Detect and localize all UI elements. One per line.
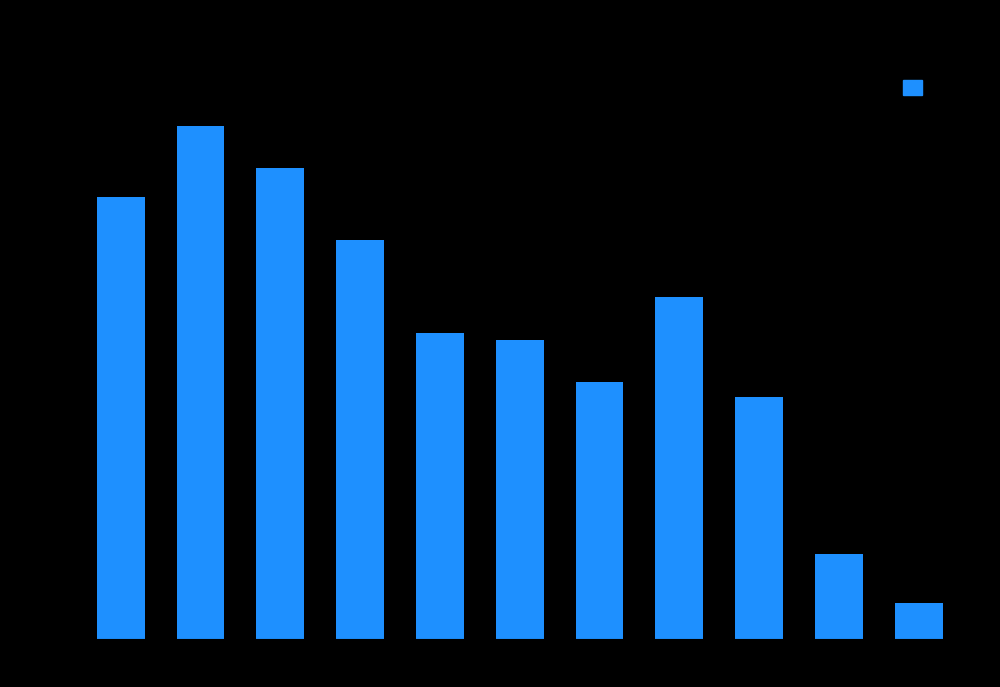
Bar	[416, 333, 464, 639]
Legend: n=110: n=110	[898, 75, 979, 100]
Bar	[655, 297, 703, 639]
Bar	[815, 554, 863, 639]
Bar	[576, 383, 623, 639]
Y-axis label: Percent of Respondents: Percent of Respondents	[15, 280, 28, 428]
Title: What do you see as the benefits of certifications of CNFs?
(Select all that appl: What do you see as the benefits of certi…	[237, 15, 802, 56]
Bar	[177, 126, 224, 639]
Bar	[895, 603, 943, 639]
Bar	[735, 396, 783, 639]
Bar	[336, 240, 384, 639]
Bar	[97, 197, 145, 639]
Bar	[256, 168, 304, 639]
Bar	[496, 339, 544, 639]
